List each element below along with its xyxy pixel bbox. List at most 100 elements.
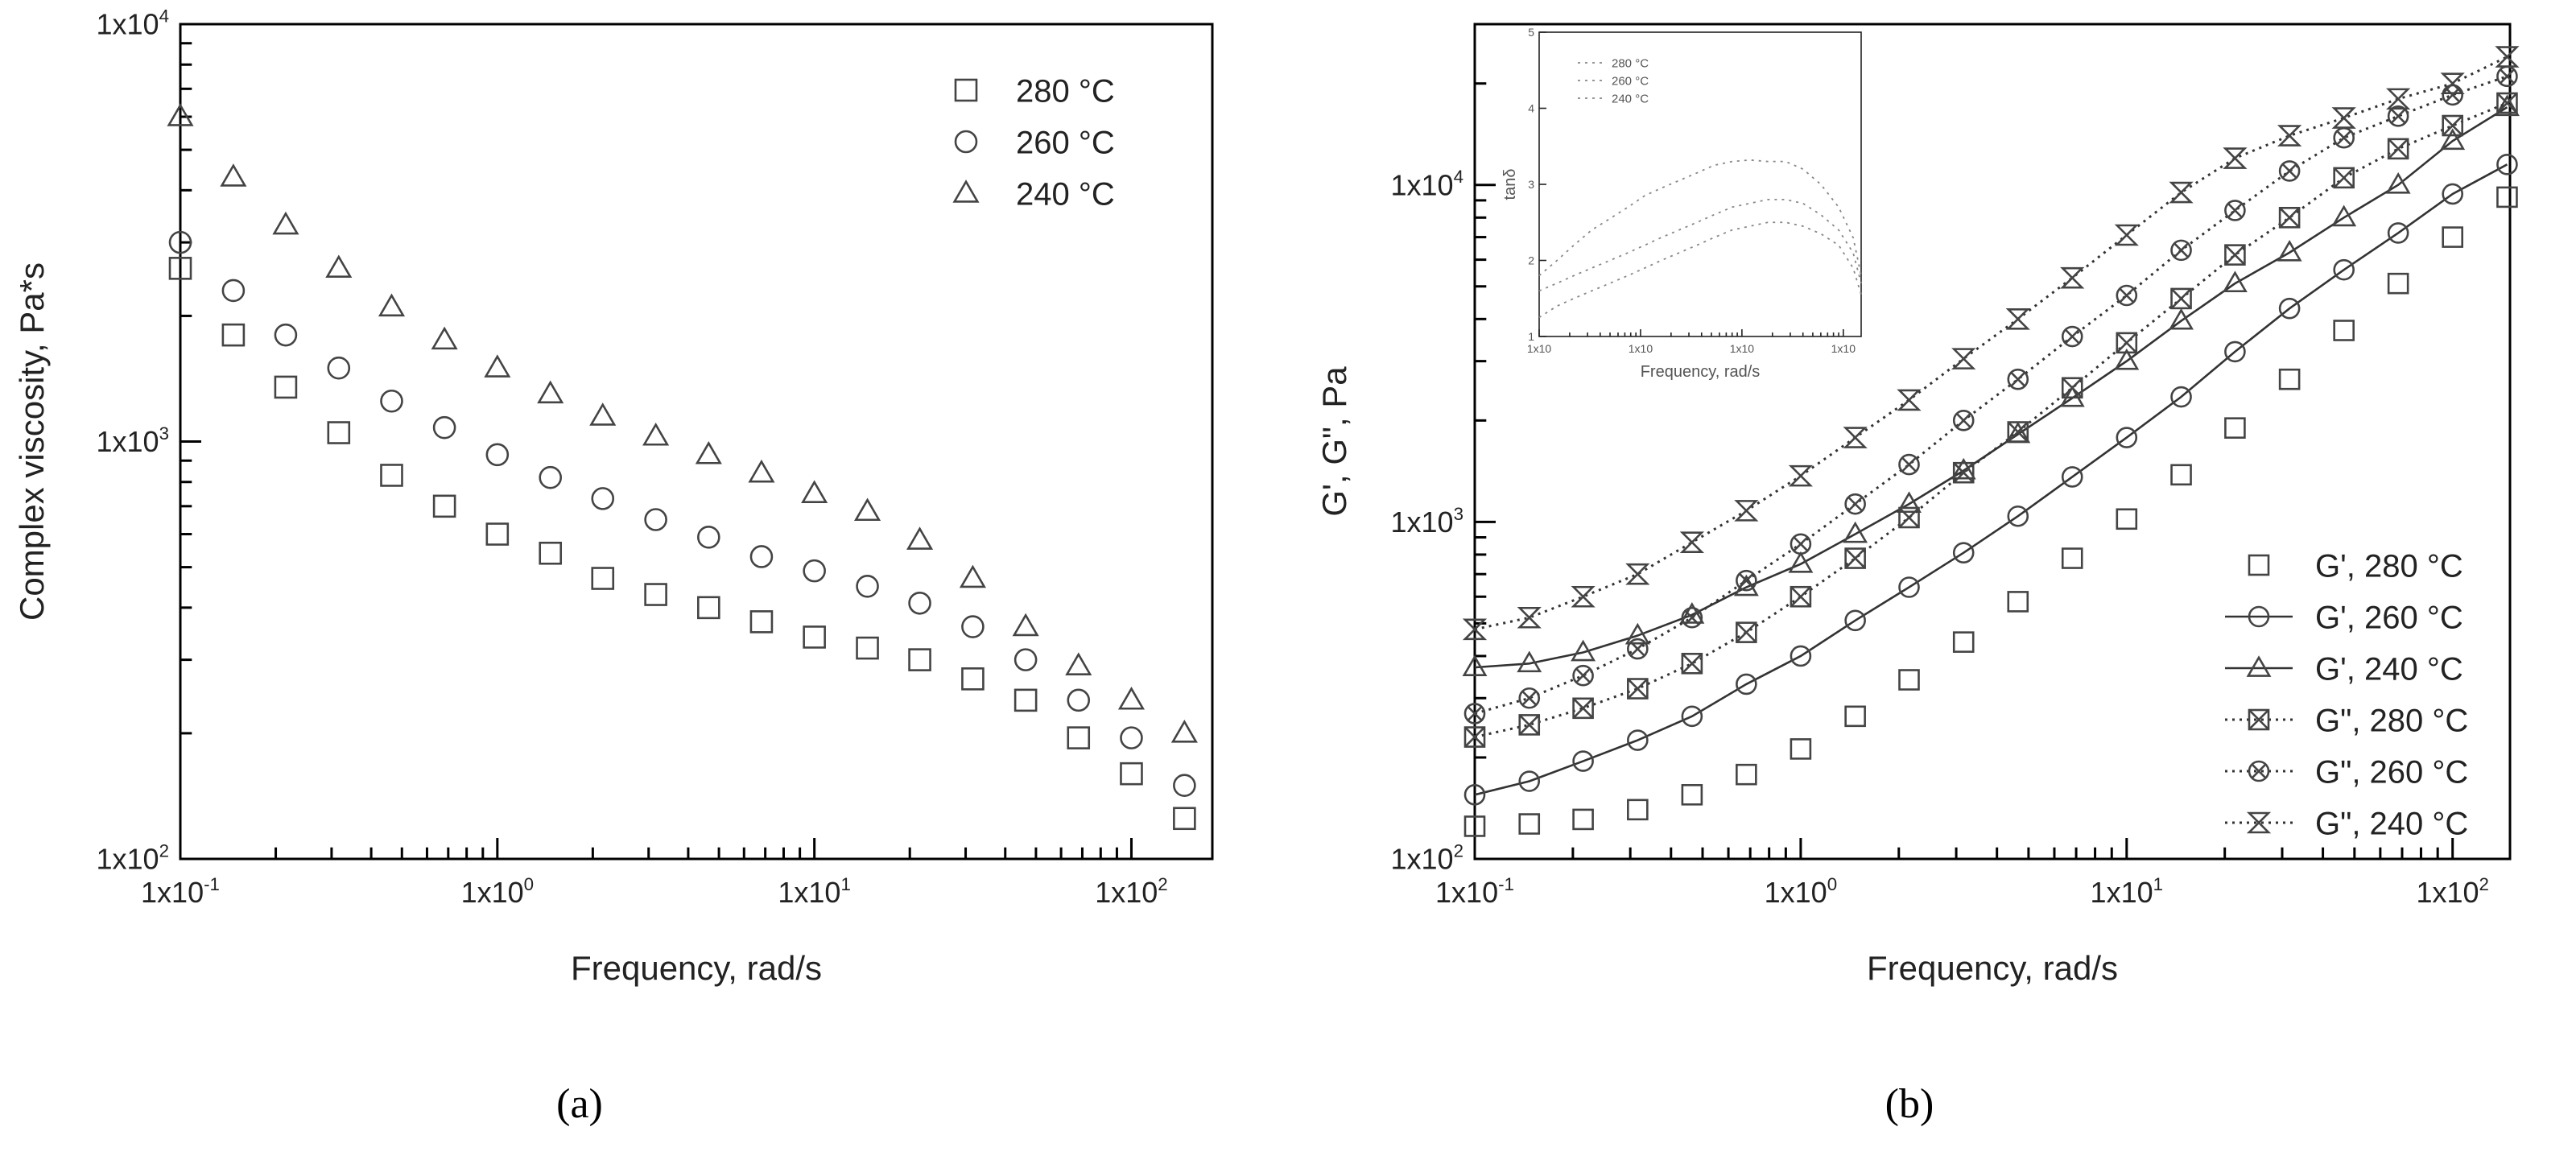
data-point (221, 323, 246, 347)
x-tick-label: 1x10-1 (1435, 874, 1514, 909)
data-point (1952, 410, 1975, 431)
data-point (1518, 714, 1541, 736)
x-tick-label: 1x102 (1095, 874, 1168, 909)
y-tick-label: 1 (1528, 330, 1534, 343)
data-point (2116, 427, 2138, 448)
data-point (2440, 72, 2465, 95)
data-point (589, 402, 617, 426)
data-point (272, 211, 299, 235)
data-point (380, 464, 403, 487)
legend-marker (952, 180, 980, 203)
legend-marker (2246, 655, 2272, 677)
data-point (1571, 585, 1596, 608)
data-point (2387, 222, 2409, 244)
data-point (168, 230, 192, 254)
data-point (2496, 154, 2518, 175)
data-point (1627, 799, 1649, 821)
inset-frame (1538, 31, 1862, 337)
x-tick-label: 1x102 (2416, 874, 2489, 909)
data-point (2387, 138, 2409, 160)
data-point (1843, 427, 1868, 448)
data-point (537, 380, 564, 404)
data-point (2278, 368, 2301, 390)
data-point (1736, 763, 1757, 786)
x-tick-label: 1x10 (1629, 342, 1653, 355)
data-point (1951, 348, 1976, 369)
data-point (2331, 204, 2357, 227)
data-point (2170, 464, 2192, 486)
y-axis-title: G', G", Pa (1315, 366, 1353, 517)
series-2 (1538, 198, 1862, 292)
data-point (2007, 591, 2029, 613)
data-point (1844, 493, 1866, 515)
data-point (274, 375, 298, 399)
data-point (1067, 726, 1091, 749)
data-point (1898, 669, 1920, 691)
data-point (2061, 325, 2083, 348)
data-point (2114, 348, 2140, 370)
data-point (697, 596, 720, 620)
data-point (2331, 107, 2356, 129)
data-point (2442, 84, 2464, 106)
series-line (1538, 198, 1862, 292)
y-tick-label: 1x104 (97, 6, 170, 40)
data-point (1788, 551, 1814, 573)
data-point (1462, 654, 1488, 677)
data-point (2007, 505, 2029, 527)
data-point (2170, 239, 2192, 262)
data-point (274, 323, 298, 347)
series-line (1538, 159, 1862, 277)
legend-marker (954, 130, 978, 154)
x-axis-title: Frequency, rad/s (571, 949, 822, 987)
data-point (2386, 88, 2411, 110)
data-point (644, 508, 667, 531)
data-point (2496, 92, 2518, 114)
y-axis-title: Complex viscosity, Pa*s (13, 262, 51, 621)
data-point (2007, 421, 2029, 443)
data-point (1627, 678, 1649, 700)
series-4 (1463, 92, 2518, 748)
data-point (1627, 729, 1649, 751)
data-point (2495, 46, 2520, 68)
x-tick-label: 1x10-1 (141, 874, 220, 909)
legend: 280 °C 260 °C 240 °C (952, 73, 1115, 212)
data-point (801, 480, 828, 503)
y-tick-label: 1x103 (97, 423, 170, 458)
data-point (1951, 457, 1976, 480)
data-point (2442, 183, 2464, 205)
data-point (2116, 332, 2138, 354)
data-point (1790, 585, 1812, 608)
x-tick-label: 1x10 (1730, 342, 1755, 355)
legend-marker (954, 78, 978, 102)
chart-complex-viscosity: 1x10-1 1x100 1x101 1x102 1x102 1x103 1x104 Freq… (13, 6, 1214, 987)
data-point (1572, 808, 1594, 831)
data-point (591, 567, 615, 590)
legend-marker (2248, 605, 2270, 628)
data-point (803, 625, 826, 649)
legend-label: G', 240 °C (2315, 651, 2463, 687)
data-point (1012, 613, 1039, 637)
data-point (1117, 686, 1146, 710)
data-point (1681, 705, 1703, 728)
data-point (2060, 266, 2085, 289)
x-axis-title: Frequency, rad/s (1867, 949, 2118, 987)
legend-label: 280 °C (1612, 56, 1649, 70)
legend-label: G', 280 °C (2315, 548, 2463, 584)
data-point (432, 494, 456, 518)
y-tick-label: 1x102 (1391, 840, 1464, 875)
data-point (485, 522, 510, 546)
data-point (1517, 606, 1542, 629)
data-point (961, 615, 985, 638)
data-point (803, 559, 826, 583)
data-point (1681, 652, 1703, 675)
data-point (1736, 569, 1757, 592)
data-point (1844, 609, 1866, 632)
data-point (1844, 705, 1866, 728)
data-point (959, 564, 986, 588)
data-point (1843, 521, 1868, 543)
series-2 (168, 230, 1196, 797)
data-point (1572, 750, 1594, 772)
data-point (1681, 784, 1703, 806)
